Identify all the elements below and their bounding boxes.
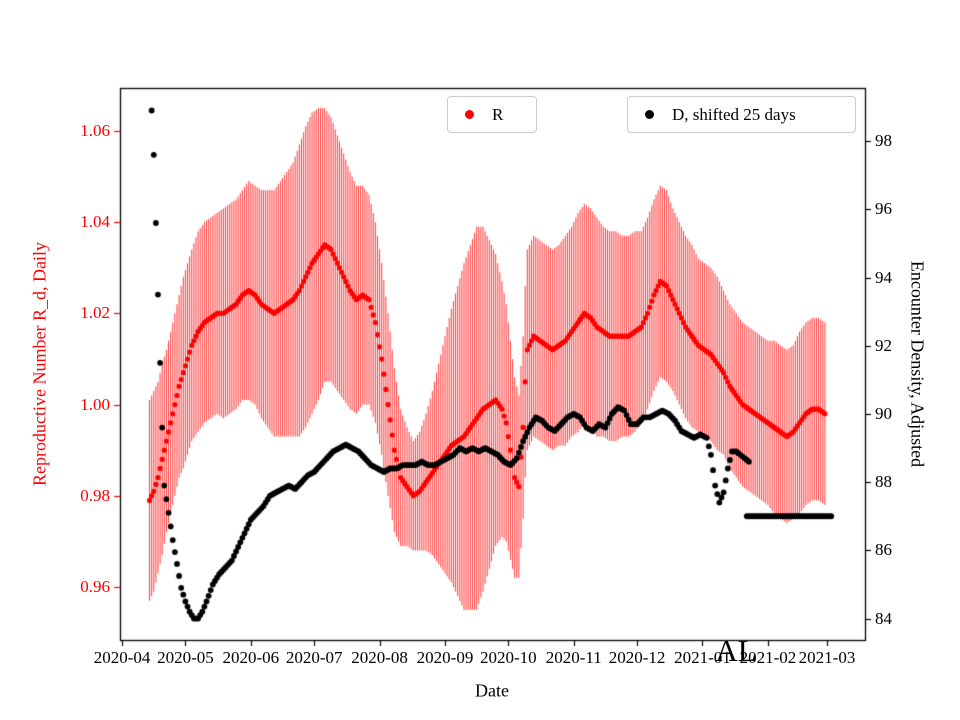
- state-annotation: AL: [715, 633, 757, 668]
- right-axis-title: Encounter Density, Adjusted: [907, 260, 928, 468]
- left-axis-title: Reproductive Number R_d, Daily: [29, 242, 50, 486]
- legend-d-marker-icon: [645, 110, 654, 119]
- legend-d-label: D, shifted 25 days: [672, 104, 796, 124]
- legend-d: D, shifted 25 days: [627, 96, 856, 133]
- legend-r-marker-icon: [465, 110, 474, 119]
- legend-r: R: [447, 96, 537, 133]
- x-axis-title: Date: [475, 680, 509, 701]
- legend-r-label: R: [492, 104, 504, 124]
